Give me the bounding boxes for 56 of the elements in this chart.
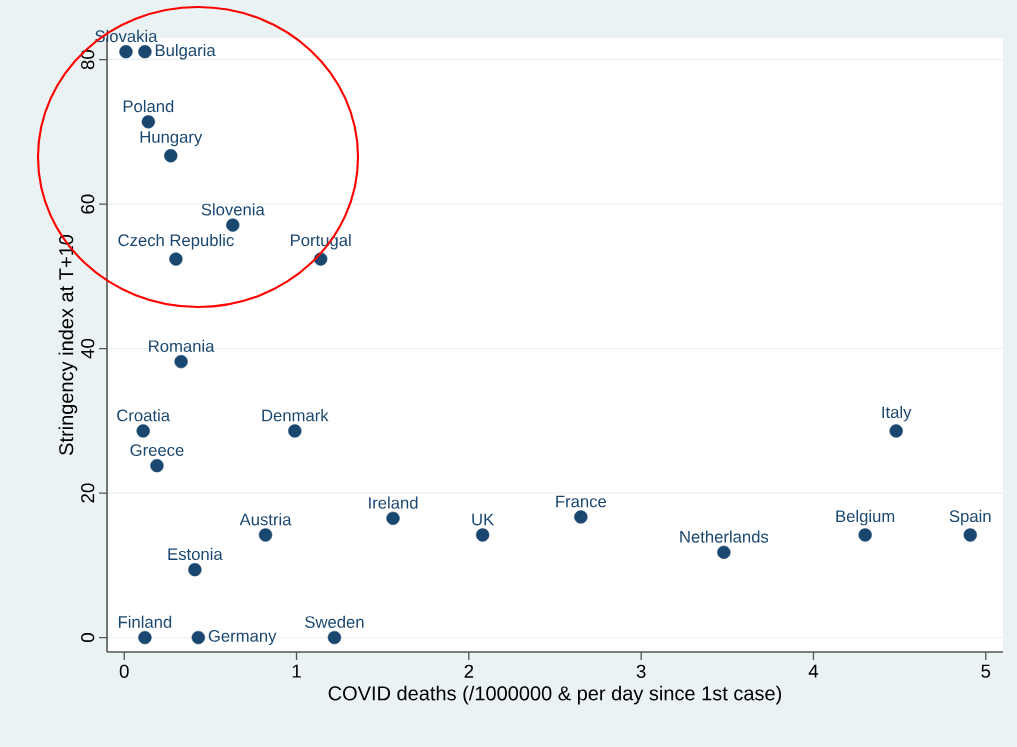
point: [475, 528, 490, 542]
point: [226, 218, 240, 232]
annotation: France: [556, 495, 607, 508]
annotation: Sweden: [305, 615, 364, 628]
annotation: Hungary: [140, 131, 203, 147]
point: [889, 424, 903, 438]
point: [327, 630, 342, 645]
point: [574, 510, 588, 524]
annotation: Germany: [208, 630, 277, 646]
y-axis-title: Stringency index at T+10: [58, 234, 78, 455]
annotation: Croatia: [117, 409, 171, 422]
annotation: Estonia: [168, 547, 223, 561]
point: [164, 149, 178, 163]
point: [288, 424, 302, 438]
annotation: Czech Republic: [118, 233, 234, 250]
point: [141, 115, 156, 129]
annotation: Austria: [239, 513, 292, 526]
point: [138, 630, 152, 645]
point: [174, 354, 188, 369]
annotation: Spain: [949, 509, 991, 526]
y-tick-label: 80: [81, 50, 95, 70]
point: [136, 424, 150, 438]
point: [963, 528, 977, 542]
annotation: Netherlands: [680, 530, 769, 543]
annotation: Slovenia: [201, 203, 265, 216]
annotation: Denmark: [262, 409, 329, 422]
point: [138, 45, 152, 59]
annotation: Italy: [882, 405, 912, 422]
annotation: Finland: [118, 615, 172, 628]
point: [717, 545, 731, 559]
x-tick-label: 1: [292, 664, 301, 678]
x-tick-label: 0: [119, 664, 129, 678]
annotation: Greece: [130, 444, 184, 457]
x-tick-label: 2: [464, 664, 474, 678]
x-axis-title: COVID deaths (/1000000 & per day since 1st case): [328, 685, 782, 705]
annotation: Belgium: [836, 509, 895, 526]
annotation: Bulgaria: [155, 43, 216, 60]
point: [258, 528, 273, 542]
annotation: Poland: [123, 99, 174, 113]
y-tick-label: 0: [81, 633, 95, 643]
annotation: Ireland: [369, 496, 418, 509]
x-tick-label: 3: [636, 664, 646, 678]
y-tick-label: 40: [81, 338, 95, 359]
point: [191, 630, 205, 645]
point: [386, 511, 400, 526]
annotation: Romania: [149, 339, 215, 353]
annotation: UK: [472, 513, 495, 526]
x-tick-label: 4: [808, 664, 819, 678]
point: [188, 562, 202, 577]
point: [150, 458, 164, 473]
point: [169, 252, 183, 266]
x-tick-label: 5: [981, 664, 991, 678]
y-tick-label: 20: [81, 483, 95, 503]
point: [858, 528, 872, 542]
y-tick-label: 60: [81, 194, 95, 214]
point: [119, 45, 133, 59]
